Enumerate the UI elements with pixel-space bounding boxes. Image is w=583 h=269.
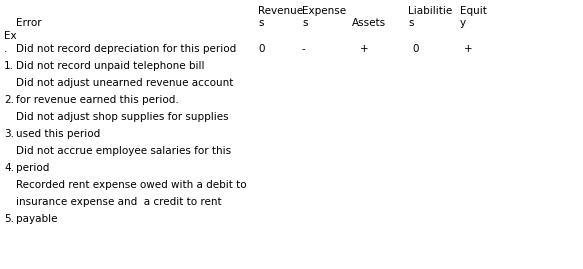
Text: 4.: 4.	[4, 163, 14, 173]
Text: Did not record unpaid telephone bill: Did not record unpaid telephone bill	[16, 61, 205, 71]
Text: Ex: Ex	[4, 31, 17, 41]
Text: +: +	[360, 44, 368, 54]
Text: s: s	[302, 18, 307, 28]
Text: insurance expense and  a credit to rent: insurance expense and a credit to rent	[16, 197, 222, 207]
Text: 3.: 3.	[4, 129, 14, 139]
Text: -: -	[302, 44, 305, 54]
Text: s: s	[408, 18, 413, 28]
Text: Expense: Expense	[302, 6, 346, 16]
Text: Error: Error	[16, 18, 41, 28]
Text: Assets: Assets	[352, 18, 386, 28]
Text: +: +	[464, 44, 473, 54]
Text: s: s	[258, 18, 264, 28]
Text: for revenue earned this period.: for revenue earned this period.	[16, 95, 179, 105]
Text: period: period	[16, 163, 50, 173]
Text: Did not accrue employee salaries for this: Did not accrue employee salaries for thi…	[16, 146, 231, 156]
Text: used this period: used this period	[16, 129, 100, 139]
Text: Recorded rent expense owed with a debit to: Recorded rent expense owed with a debit …	[16, 180, 247, 190]
Text: Did not record depreciation for this period: Did not record depreciation for this per…	[16, 44, 236, 54]
Text: 2.: 2.	[4, 95, 14, 105]
Text: Liabilitie: Liabilitie	[408, 6, 452, 16]
Text: 0: 0	[258, 44, 265, 54]
Text: Revenue: Revenue	[258, 6, 303, 16]
Text: 5.: 5.	[4, 214, 14, 224]
Text: 0: 0	[412, 44, 419, 54]
Text: Equit: Equit	[460, 6, 487, 16]
Text: y: y	[460, 18, 466, 28]
Text: Did not adjust shop supplies for supplies: Did not adjust shop supplies for supplie…	[16, 112, 229, 122]
Text: Did not adjust unearned revenue account: Did not adjust unearned revenue account	[16, 78, 233, 88]
Text: .: .	[4, 44, 8, 54]
Text: payable: payable	[16, 214, 58, 224]
Text: 1.: 1.	[4, 61, 14, 71]
